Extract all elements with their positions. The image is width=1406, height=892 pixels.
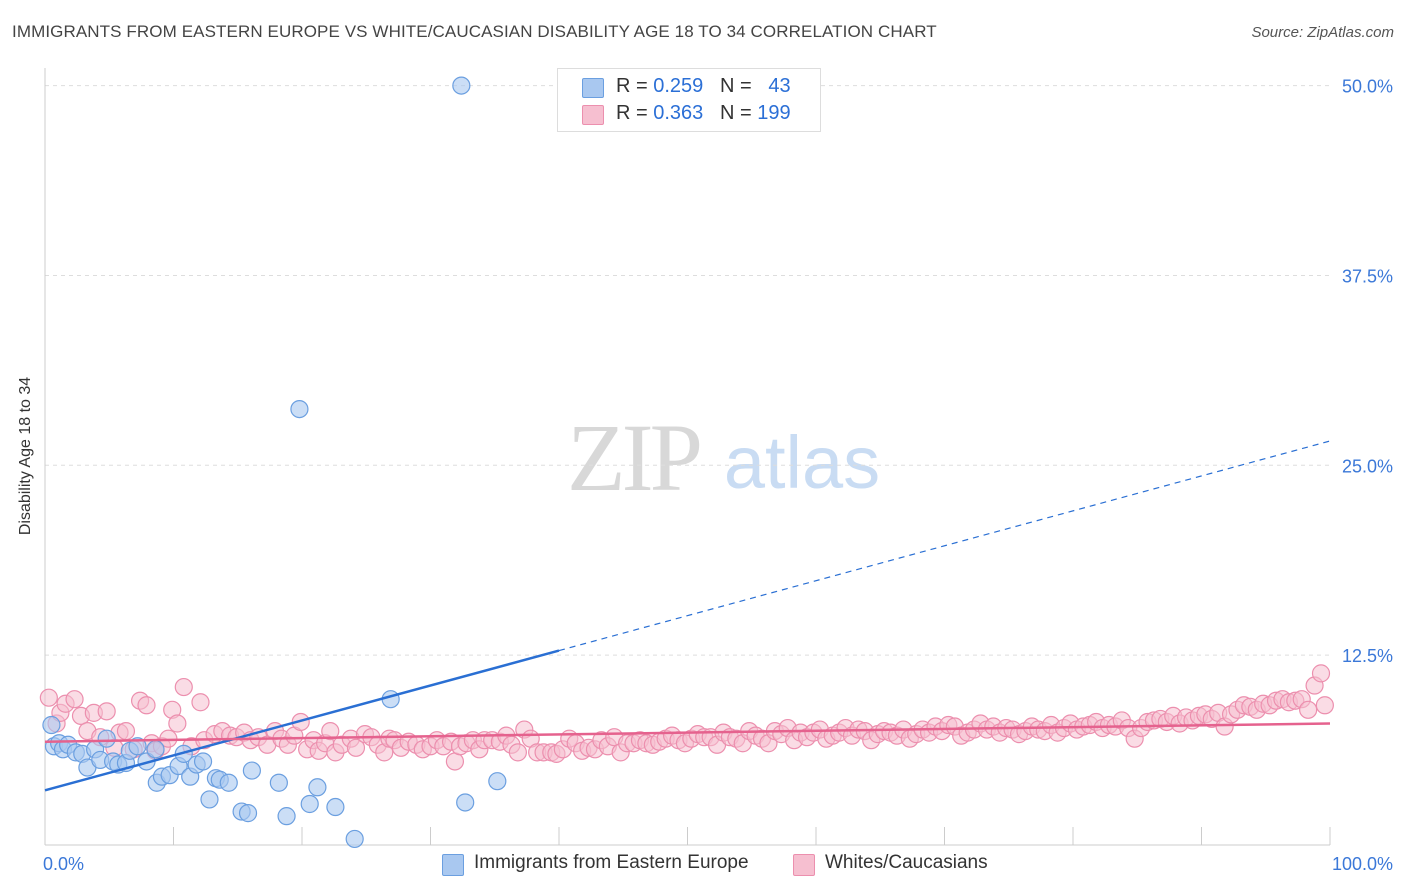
legend-swatch-pink bbox=[793, 854, 815, 876]
data-point-whites bbox=[65, 690, 84, 709]
data-point-immigrants bbox=[308, 778, 327, 797]
data-point-immigrants bbox=[269, 773, 288, 792]
r-label: R = bbox=[616, 75, 648, 97]
r-value: 0.259 bbox=[653, 75, 704, 97]
data-point-immigrants bbox=[242, 761, 261, 780]
source-credit: Source: ZipAtlas.com bbox=[1251, 24, 1394, 41]
data-point-immigrants bbox=[128, 737, 147, 756]
y-tick-label: 25.0% bbox=[1342, 456, 1393, 476]
data-point-immigrants bbox=[326, 797, 345, 817]
grid bbox=[45, 85, 1330, 656]
r-value: 0.363 bbox=[653, 102, 704, 124]
data-point-immigrants bbox=[238, 804, 258, 823]
r-label: R = bbox=[616, 102, 648, 124]
tick-labels: 12.5% 25.0% 37.5% 50.0% 0.0% 100.0% bbox=[43, 77, 1393, 874]
y-tick-label: 37.5% bbox=[1342, 266, 1393, 286]
stats-box: R = 0.259 N = 43 R = 0.363 N = 199 bbox=[557, 68, 821, 132]
chart-title: IMMIGRANTS FROM EASTERN EUROPE VS WHITE/… bbox=[12, 22, 937, 41]
legend-swatch-pink bbox=[582, 105, 604, 125]
data-point-whites bbox=[39, 688, 58, 707]
data-point-immigrants bbox=[488, 772, 507, 791]
n-value: 43 bbox=[768, 75, 791, 97]
n-label: N = bbox=[719, 102, 752, 124]
data-point-immigrants bbox=[193, 752, 213, 771]
legend-label: Immigrants from Eastern Europe bbox=[474, 852, 749, 873]
data-point-immigrants bbox=[300, 794, 319, 814]
legend-label: Whites/Caucasians bbox=[825, 852, 988, 873]
legend: Immigrants from Eastern Europe Whites/Ca… bbox=[0, 852, 1406, 878]
data-point-whites bbox=[1311, 664, 1331, 683]
x-tick-label: 0.0% bbox=[43, 854, 84, 874]
data-point-whites bbox=[1315, 696, 1334, 715]
x-tick-label: 100.0% bbox=[1332, 854, 1393, 874]
data-point-whites bbox=[137, 696, 156, 715]
watermark-zip: ZIP bbox=[567, 404, 700, 511]
data-point-whites bbox=[97, 702, 116, 721]
data-point-immigrants bbox=[452, 76, 471, 95]
series-whites-caucasians bbox=[39, 664, 1334, 771]
n-value: 199 bbox=[757, 102, 791, 124]
data-point-immigrants bbox=[42, 715, 61, 735]
y-tick-label: 12.5% bbox=[1342, 646, 1393, 666]
data-point-immigrants bbox=[456, 793, 475, 812]
trend-line-immigrants-dashed bbox=[558, 440, 1331, 652]
n-label: N = bbox=[719, 75, 752, 97]
y-tick-label: 50.0% bbox=[1342, 77, 1393, 97]
data-point-immigrants bbox=[146, 740, 165, 759]
axes bbox=[44, 68, 1331, 846]
data-point-immigrants bbox=[219, 773, 238, 792]
data-point-immigrants bbox=[97, 729, 116, 748]
data-point-whites bbox=[191, 693, 210, 712]
data-point-immigrants bbox=[277, 807, 296, 826]
legend-swatch-blue bbox=[582, 78, 604, 98]
data-point-immigrants bbox=[200, 790, 219, 809]
data-point-whites bbox=[116, 721, 136, 741]
trend-line-immigrants-solid bbox=[44, 649, 560, 792]
data-point-whites bbox=[1299, 700, 1318, 719]
trend-line-whites bbox=[44, 722, 1331, 743]
legend-swatch-blue bbox=[442, 854, 464, 876]
data-point-whites bbox=[321, 721, 340, 741]
data-point-whites bbox=[168, 714, 187, 733]
watermark: ZIP atlas bbox=[567, 404, 880, 511]
data-point-whites bbox=[174, 677, 193, 697]
data-point-whites bbox=[346, 738, 366, 757]
data-point-immigrants bbox=[290, 400, 309, 419]
data-point-immigrants bbox=[345, 829, 364, 849]
data-point-whites bbox=[445, 752, 465, 771]
data-point-whites bbox=[508, 743, 527, 762]
trend-lines bbox=[44, 440, 1331, 792]
watermark-atlas: atlas bbox=[724, 421, 880, 504]
